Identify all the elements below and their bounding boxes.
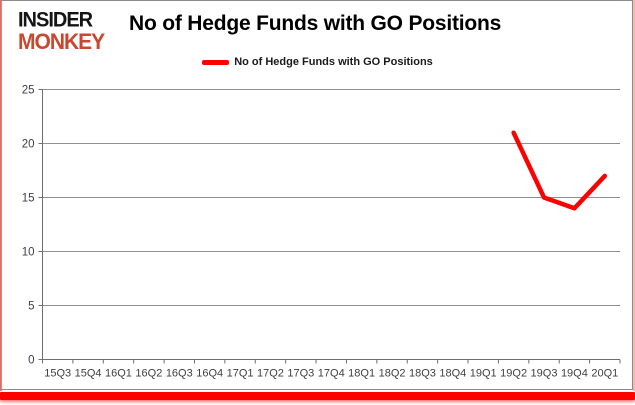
logo-text-insider: INSIDER	[18, 7, 93, 32]
x-axis-label: 16Q1	[105, 368, 132, 380]
x-axis-label: 17Q1	[227, 368, 254, 380]
chart-card	[0, 0, 633, 390]
x-axis-label: 19Q1	[470, 368, 497, 380]
y-axis-label: 5	[28, 301, 34, 313]
x-axis-label: 16Q3	[166, 368, 193, 380]
x-axis-label: 15Q3	[44, 368, 71, 380]
y-axis-label: 15	[22, 193, 35, 205]
x-axis-label: 18Q1	[348, 368, 375, 380]
x-axis-label: 17Q2	[257, 368, 284, 380]
x-axis-label: 19Q2	[500, 368, 527, 380]
x-axis-label: 17Q3	[287, 368, 314, 380]
legend-line-swatch	[202, 59, 230, 65]
x-axis-label: 20Q1	[591, 368, 618, 380]
x-axis-label: 19Q3	[531, 368, 558, 380]
right-red-edge-decoration	[633, 0, 635, 391]
left-red-edge-decoration	[0, 0, 2, 391]
chart-legend: No of Hedge Funds with GO Positions	[0, 56, 635, 68]
bottom-red-bar-decoration	[0, 392, 635, 400]
y-axis-label: 25	[22, 85, 35, 97]
x-axis-label: 15Q4	[75, 368, 102, 380]
x-axis-label: 17Q4	[318, 368, 345, 380]
chart-title: No of Hedge Funds with GO Positions	[129, 12, 502, 35]
logo-text-monkey: MONKEY	[18, 29, 105, 55]
y-axis-label: 0	[28, 355, 34, 367]
x-axis-label: 19Q4	[561, 368, 588, 380]
x-axis-label: 16Q2	[135, 368, 162, 380]
x-axis-label: 16Q4	[196, 368, 223, 380]
insider-monkey-logo: INSIDER MONKEY	[18, 7, 105, 55]
x-axis-label: 18Q4	[439, 368, 466, 380]
x-axis-label: 18Q2	[379, 368, 406, 380]
legend-series-label: No of Hedge Funds with GO Positions	[234, 56, 433, 68]
x-axis-label: 18Q3	[409, 368, 436, 380]
data-line-series	[511, 130, 608, 211]
y-axis-label: 20	[22, 139, 35, 151]
y-axis-label: 10	[22, 247, 35, 259]
